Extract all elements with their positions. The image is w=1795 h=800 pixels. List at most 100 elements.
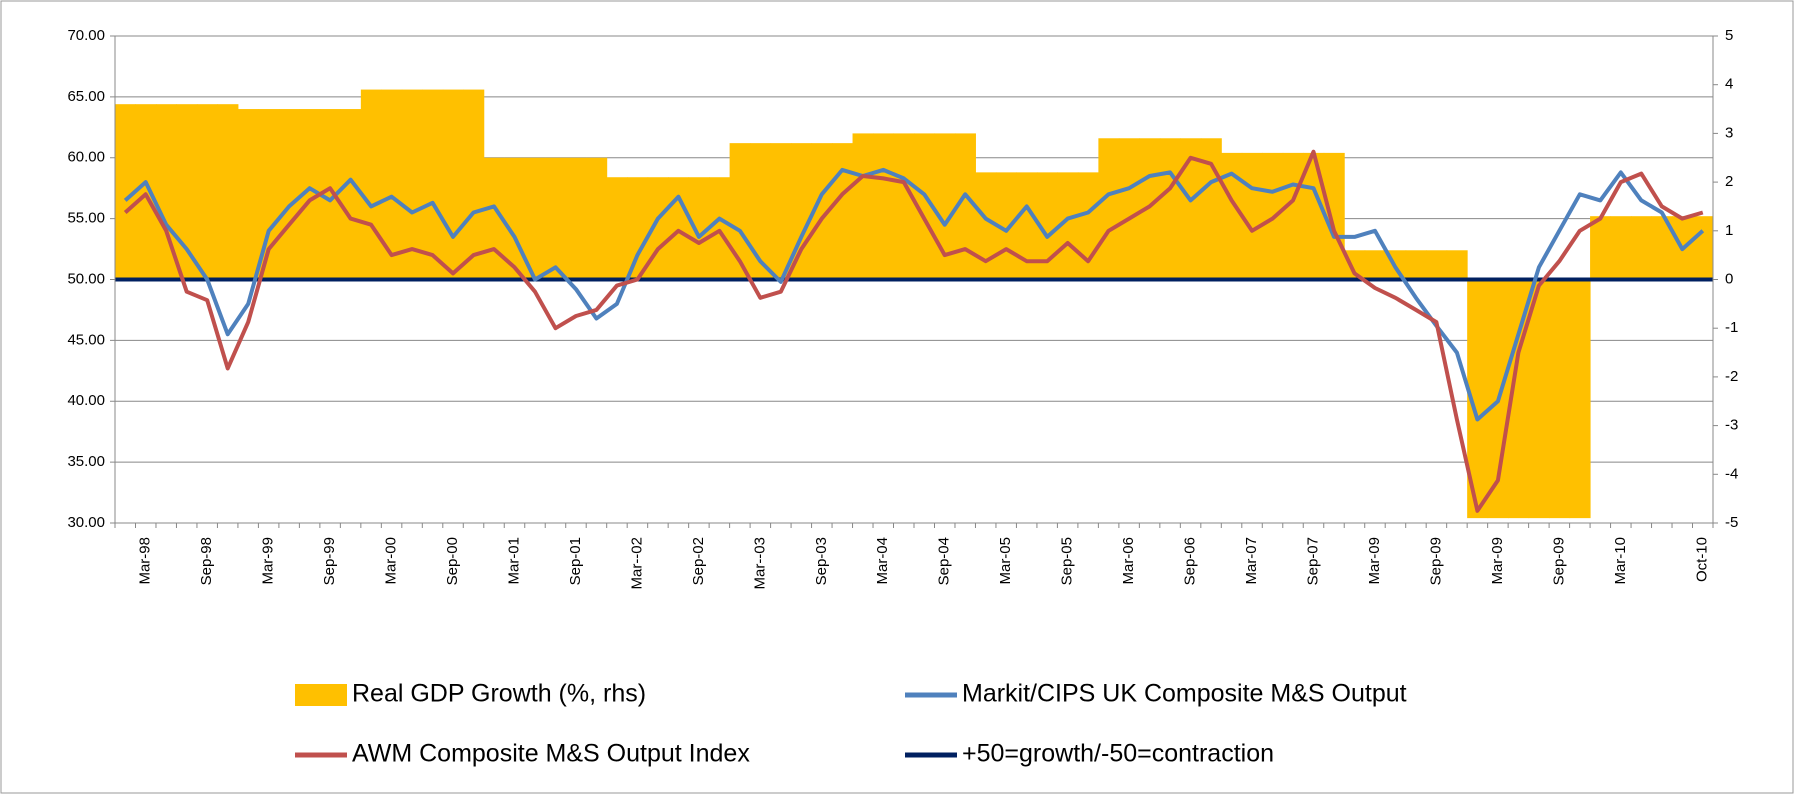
bar xyxy=(1221,152,1243,280)
x-tick-label: Sep-01 xyxy=(567,537,584,585)
bar xyxy=(811,143,833,280)
x-tick-label: Sep-00 xyxy=(444,537,461,585)
bar xyxy=(1057,172,1079,280)
bar xyxy=(360,89,382,280)
y-tick-label: 50.00 xyxy=(67,270,105,287)
bar xyxy=(1549,279,1571,519)
bar xyxy=(1364,250,1386,280)
legend-label: AWM Composite M&S Output Index xyxy=(352,740,750,768)
bar xyxy=(217,104,239,280)
legend-label: Real GDP Growth (%, rhs) xyxy=(352,680,646,708)
legend-label: +50=growth/-50=contraction xyxy=(962,740,1274,768)
y2-tick-label: 4 xyxy=(1725,76,1733,93)
bar xyxy=(237,109,259,280)
bar xyxy=(975,172,997,280)
y2-tick-label: 0 xyxy=(1725,270,1733,287)
y2-tick-label: 2 xyxy=(1725,173,1733,190)
bar xyxy=(1344,250,1366,280)
x-tick-label: Sep-02 xyxy=(690,537,707,585)
x-tick-label: Mar-09 xyxy=(1489,537,1506,585)
bar xyxy=(1323,152,1345,280)
legend-swatch xyxy=(295,684,347,706)
bar xyxy=(1446,250,1468,280)
bar xyxy=(1241,152,1263,280)
y2-tick-label: 1 xyxy=(1725,222,1733,239)
line-series xyxy=(123,149,1704,513)
x-tick-label: Mar-04 xyxy=(874,537,891,585)
y-tick-label: 45.00 xyxy=(67,331,105,348)
x-tick-label: Mar-99 xyxy=(260,537,277,585)
bar xyxy=(422,89,444,280)
bar xyxy=(1282,152,1304,280)
bar xyxy=(688,177,710,280)
bar xyxy=(1098,138,1120,280)
bar xyxy=(196,104,218,280)
y2-tick-label: -2 xyxy=(1725,368,1738,385)
bar xyxy=(1569,279,1591,519)
x-tick-label: Mar-09 xyxy=(1366,537,1383,585)
x-tick-label: Sep-09 xyxy=(1550,537,1567,585)
bar xyxy=(709,177,731,280)
bar xyxy=(1303,152,1325,280)
x-tick-label: Mar-01 xyxy=(505,537,522,585)
x-tick-label: Sep-04 xyxy=(936,537,953,585)
bar xyxy=(893,133,915,280)
bar xyxy=(155,104,177,280)
bar xyxy=(1426,250,1448,280)
bar xyxy=(750,143,772,280)
bar xyxy=(1631,216,1653,280)
x-tick-label: Mar-10 xyxy=(1612,537,1629,585)
x-tick-label: Sep-06 xyxy=(1182,537,1199,585)
x-tick-label: Mar-05 xyxy=(997,537,1014,585)
bar xyxy=(1200,138,1222,280)
y2-tick-label: -5 xyxy=(1725,514,1738,531)
bar xyxy=(401,89,423,280)
bar xyxy=(954,133,976,280)
bar xyxy=(1651,216,1673,280)
bar xyxy=(1405,250,1427,280)
y2-tick-label: 5 xyxy=(1725,27,1733,44)
bar xyxy=(1692,216,1714,280)
x-tick-label: Mar-00 xyxy=(383,537,400,585)
x-tick-label: Mar--02 xyxy=(628,537,645,590)
bar xyxy=(873,133,895,280)
bar xyxy=(463,89,485,280)
x-tick-label: Mar-07 xyxy=(1243,537,1260,585)
bar xyxy=(340,109,362,280)
bar xyxy=(852,133,874,280)
bar xyxy=(1036,172,1058,280)
bar xyxy=(299,109,321,280)
bar xyxy=(770,143,792,280)
y2-tick-label: 3 xyxy=(1725,124,1733,141)
y-tick-label: 35.00 xyxy=(67,453,105,470)
bar xyxy=(442,89,464,280)
bar xyxy=(135,104,157,280)
bar xyxy=(565,157,587,280)
bar xyxy=(278,109,300,280)
bar xyxy=(1077,172,1099,280)
bar xyxy=(545,157,567,280)
bar xyxy=(668,177,690,280)
x-tick-label: Sep-99 xyxy=(321,537,338,585)
legend-label: Markit/CIPS UK Composite M&S Output xyxy=(962,680,1407,708)
x-tick-label: Sep-09 xyxy=(1427,537,1444,585)
y-tick-label: 70.00 xyxy=(67,27,105,44)
bar xyxy=(791,143,813,280)
bar xyxy=(586,157,608,280)
y-tick-label: 55.00 xyxy=(67,210,105,227)
bar xyxy=(1016,172,1038,280)
x-tick-label: Sep-98 xyxy=(198,537,215,585)
y2-tick-label: -1 xyxy=(1725,319,1738,336)
bar xyxy=(115,104,136,280)
bar xyxy=(1159,138,1181,280)
bar xyxy=(832,143,854,280)
bar xyxy=(606,177,628,280)
x-tick-label: Mar-98 xyxy=(137,537,154,585)
x-tick-label: Oct-10 xyxy=(1694,537,1711,582)
bar xyxy=(1528,279,1550,519)
bar xyxy=(381,89,403,280)
bar xyxy=(934,133,956,280)
x-tick-label: Sep-07 xyxy=(1304,537,1321,585)
